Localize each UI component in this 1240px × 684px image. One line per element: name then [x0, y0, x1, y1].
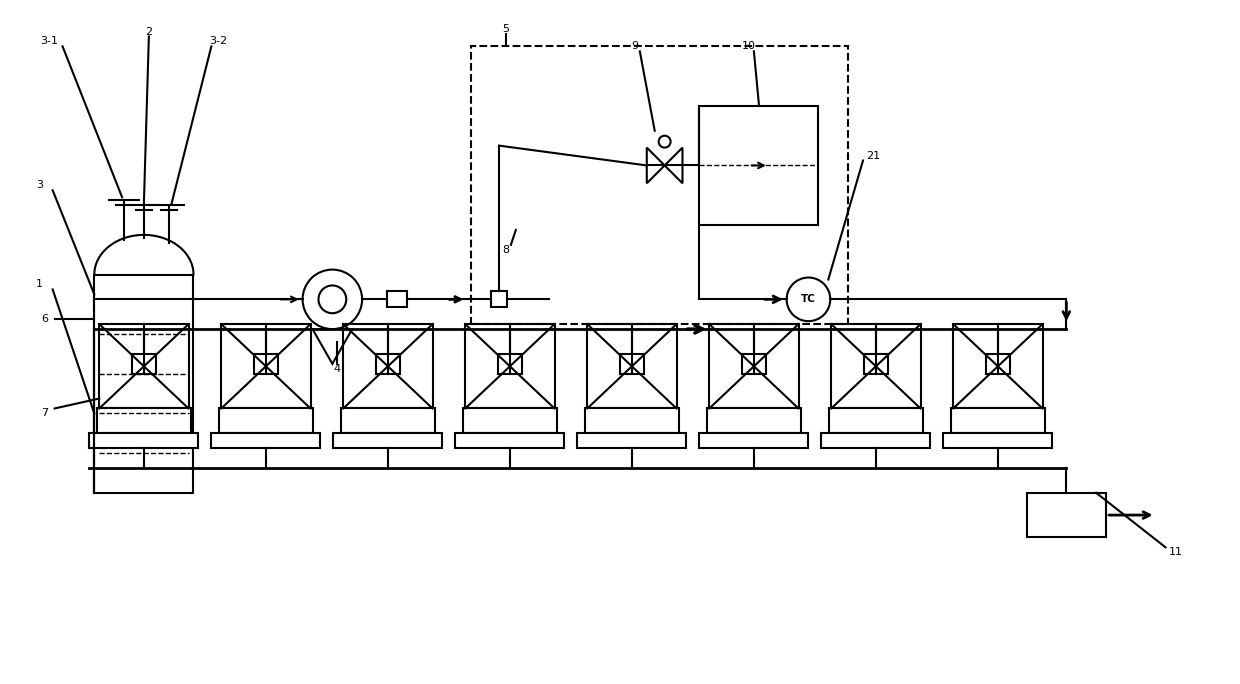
Text: 6: 6 [41, 314, 48, 324]
Bar [471, 47, 848, 324]
Bar [99, 324, 188, 408]
Bar [986, 354, 1011, 373]
Text: 5: 5 [502, 23, 510, 34]
Bar [221, 324, 310, 408]
Bar [578, 433, 687, 448]
Bar [465, 324, 554, 408]
Text: 1: 1 [36, 280, 43, 289]
Text: 11: 11 [1168, 547, 1183, 557]
Bar [699, 433, 808, 448]
Bar [863, 354, 888, 373]
Bar [387, 291, 407, 307]
Bar [821, 433, 930, 448]
Text: 3: 3 [36, 181, 43, 190]
Bar [828, 408, 923, 433]
Text: 8: 8 [502, 245, 510, 254]
Bar [463, 408, 557, 433]
Text: 2: 2 [145, 27, 153, 36]
Bar [709, 324, 799, 408]
Bar [89, 433, 198, 448]
Bar [491, 291, 507, 307]
Bar [97, 408, 191, 433]
Text: 9: 9 [631, 42, 639, 51]
Bar [951, 408, 1045, 433]
Bar [742, 354, 766, 373]
Bar [341, 408, 435, 433]
Text: 10: 10 [742, 42, 756, 51]
Bar [131, 354, 156, 373]
Bar [334, 433, 443, 448]
Bar [1027, 492, 1106, 538]
Bar [376, 354, 401, 373]
Bar [497, 354, 522, 373]
Bar [218, 408, 312, 433]
Bar [211, 433, 320, 448]
Text: 7: 7 [41, 408, 48, 419]
Bar [954, 324, 1043, 408]
Text: 3-1: 3-1 [41, 36, 58, 47]
Circle shape [786, 278, 831, 321]
Bar [620, 354, 645, 373]
Bar [588, 324, 677, 408]
Bar [455, 433, 564, 448]
Bar [831, 324, 920, 408]
Bar [699, 106, 818, 225]
Bar [343, 324, 433, 408]
Text: 4: 4 [334, 364, 341, 373]
Bar [585, 408, 680, 433]
Bar [707, 408, 801, 433]
Bar [94, 274, 193, 492]
Bar [944, 433, 1053, 448]
Bar [253, 354, 278, 373]
Text: 21: 21 [866, 150, 880, 161]
Text: 3-2: 3-2 [210, 36, 227, 47]
Text: TC: TC [801, 294, 816, 304]
